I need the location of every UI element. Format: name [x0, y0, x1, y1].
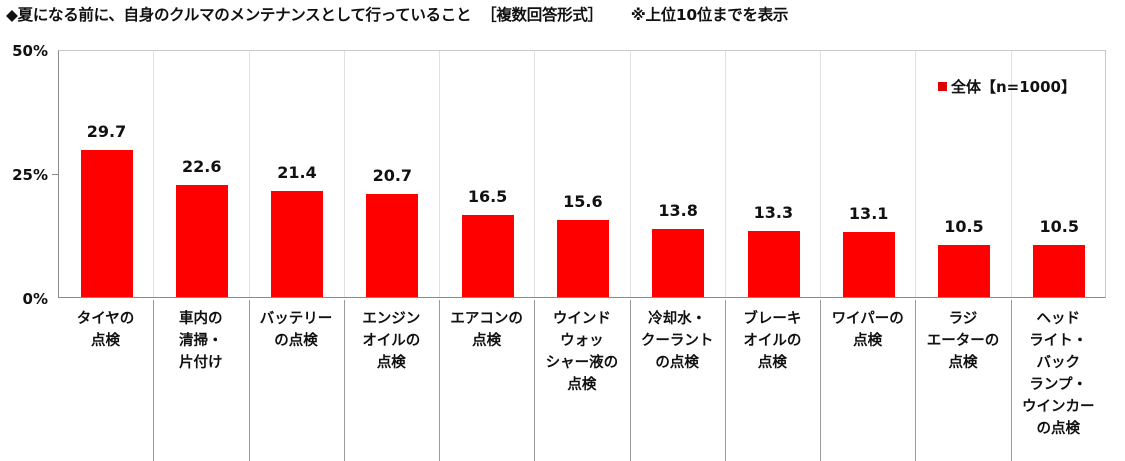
category-label-line: 点検: [472, 333, 502, 349]
category-label: エアコンの 点検: [439, 308, 534, 352]
bar: [461, 215, 514, 297]
bar: [1033, 244, 1086, 297]
category-label-line: ライト・: [1029, 333, 1088, 349]
category-separator: [248, 300, 250, 461]
category-separator: [629, 300, 631, 461]
category-label-line: ヘッド: [1036, 311, 1080, 327]
bar: [747, 231, 800, 297]
bar: [938, 244, 991, 297]
category-label-line: 点検: [757, 355, 787, 371]
grid-line: [343, 51, 345, 297]
category-label: ブレーキオイルの点検: [725, 308, 820, 374]
category-label-line: 点検: [948, 355, 978, 371]
grid-line: [724, 51, 726, 297]
grid-line: [439, 51, 441, 297]
category-label-line: 点検: [376, 355, 406, 371]
legend-label: 全体【n=1000】: [951, 78, 1076, 96]
category-label-line: 点検: [853, 333, 883, 349]
category-label-line: の点検: [274, 333, 318, 349]
bar-value-label: 13.8: [658, 200, 698, 220]
y-tick-50: 50%: [12, 42, 48, 60]
category-label: エンジンオイルの点検: [344, 308, 439, 374]
bar-value-label: 21.4: [277, 162, 317, 182]
bar-value-label: 10.5: [944, 216, 984, 236]
category-label-line: ランプ・: [1029, 377, 1087, 393]
bar-value-label: 22.6: [182, 156, 222, 176]
bar: [175, 184, 228, 297]
chart-title: ◆夏になる前に、自身のクルマのメンテナンスとして行っていること ［複数回答形式］ ※…: [6, 3, 788, 25]
category-label-line: クーラント: [640, 333, 714, 349]
y-tick-25: 25%: [12, 166, 48, 184]
category-label-line: 冷却水・: [648, 311, 707, 327]
grid-line: [153, 51, 155, 297]
category-label-line: の点検: [1036, 421, 1080, 437]
category-label-line: ラジ: [948, 311, 978, 327]
category-separator: [724, 300, 726, 461]
legend: 全体【n=1000】: [938, 76, 1076, 97]
grid-line: [915, 51, 917, 297]
category-label-line: ウインド: [552, 311, 611, 327]
category-label-line: ウインカー: [1021, 399, 1095, 415]
bar-value-label: 13.1: [848, 204, 889, 224]
category-separator: [534, 300, 536, 461]
category-label: ワイパーの 点検: [820, 308, 915, 352]
category-label-line: 車内の: [179, 311, 223, 327]
y-tick-0: 0%: [22, 290, 48, 308]
plot-area: 29.7 22.6 21.4 20.7 16.5 15.6 13.8 13.3 13.1 10.5…: [58, 50, 1106, 298]
category-separator: [915, 300, 917, 461]
bar-value-label: 15.6: [563, 191, 603, 211]
category-separator: [439, 300, 441, 461]
category-label: ヘッドライト・バックランプ・ウインカーの点検: [1011, 308, 1106, 440]
bar: [652, 228, 705, 297]
category-separator: [1010, 300, 1012, 461]
category-label-line: オイルの: [743, 333, 802, 349]
category-label-line: バッテリー: [259, 311, 333, 327]
category-label-line: 片付け: [179, 355, 223, 371]
category-label-line: エンジン: [362, 311, 421, 327]
bar: [557, 219, 609, 297]
bar-value-label: 10.5: [1039, 216, 1079, 236]
bar: [271, 190, 324, 297]
category-label-line: 点検: [567, 377, 597, 393]
category-label-line: ブレーキ: [743, 311, 802, 327]
title-note: ※上位10位までを表示: [630, 6, 789, 24]
bar-value-label: 13.3: [753, 203, 794, 223]
bar: [366, 194, 419, 297]
grid-line: [820, 51, 822, 297]
grid-line: [534, 51, 536, 297]
bar: [80, 149, 133, 297]
category-label-line: 清掃・: [179, 333, 223, 349]
category-label-line: 点検: [91, 333, 120, 349]
category-label-line: オイルの: [362, 333, 421, 349]
category-label-line: ウォッ: [560, 333, 604, 349]
category-separator: [820, 300, 822, 461]
category-label-line: エーターの: [926, 333, 1000, 349]
bar-value-label: 16.5: [467, 187, 508, 207]
category-separator: [343, 300, 345, 461]
category-label: ラジ エーターの 点検: [915, 308, 1010, 374]
grid-line: [629, 51, 631, 297]
bar-value-label: 20.7: [372, 166, 413, 186]
category-label: ウインドウォッシャー液の点検: [534, 308, 629, 396]
category-label-line: バック: [1036, 355, 1080, 371]
category-label-line: の点検: [655, 355, 699, 371]
title-format: ［複数回答形式］: [481, 6, 603, 24]
y-tick-mark: [52, 174, 58, 175]
category-label-line: ワイパーの: [831, 311, 904, 327]
category-separator: [153, 300, 155, 461]
grid-line: [1010, 51, 1012, 297]
category-label: 車内の 清掃・ 片付け: [153, 308, 248, 374]
title-main: ◆夏になる前に、自身のクルマのメンテナンスとして行っていること: [6, 6, 472, 24]
grid-line: [248, 51, 250, 297]
bar: [842, 232, 895, 297]
category-label-line: エアコンの: [450, 311, 523, 327]
category-label-line: タイヤの: [76, 311, 135, 327]
category-label: バッテリー の点検: [249, 308, 344, 352]
category-label: タイヤの 点検: [58, 308, 153, 352]
bar-value-label: 29.7: [86, 121, 127, 141]
legend-swatch-icon: [938, 82, 947, 91]
category-label-line: シャー液の: [545, 355, 619, 371]
category-label: 冷却水・クーラントの点検: [630, 308, 725, 374]
